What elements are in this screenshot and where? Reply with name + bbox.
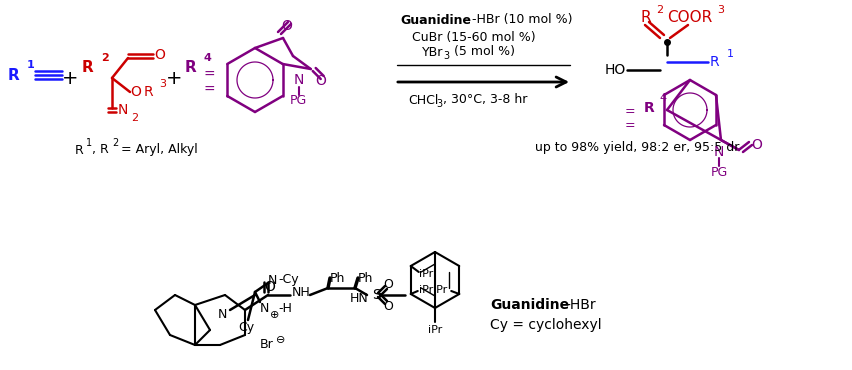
Text: NH: NH [292, 286, 311, 299]
Text: 3: 3 [717, 5, 724, 15]
Text: = Aryl, Alkyl: = Aryl, Alkyl [117, 144, 198, 157]
Text: (5 mol %): (5 mol %) [450, 46, 515, 58]
Text: R: R [644, 101, 654, 115]
Text: -H: -H [278, 302, 292, 314]
Text: -Cy: -Cy [278, 273, 298, 286]
Text: HN: HN [350, 292, 369, 305]
Text: -HBr: -HBr [565, 298, 596, 312]
Text: CuBr (15-60 mol %): CuBr (15-60 mol %) [412, 31, 536, 44]
Text: O: O [383, 278, 393, 290]
Text: O: O [281, 19, 292, 33]
Text: PG: PG [290, 94, 308, 107]
Text: O: O [130, 85, 141, 99]
Text: 2: 2 [101, 53, 109, 63]
Text: N: N [260, 302, 269, 314]
Text: 4: 4 [659, 93, 666, 103]
Text: 2: 2 [656, 5, 663, 15]
Text: R: R [640, 10, 651, 26]
Text: Ph: Ph [358, 272, 373, 285]
Text: N: N [294, 74, 304, 87]
Text: =: = [203, 83, 215, 97]
Text: YBr: YBr [422, 46, 443, 58]
Text: 1: 1 [27, 60, 35, 70]
Text: HO: HO [605, 63, 626, 77]
Text: O: O [751, 138, 762, 152]
Text: N: N [118, 103, 129, 117]
Text: =: = [625, 105, 636, 118]
Text: N: N [217, 309, 227, 322]
Text: ⊖: ⊖ [276, 335, 285, 345]
Text: O: O [383, 299, 393, 313]
Text: Ph: Ph [330, 272, 345, 285]
Text: , 30°C, 3-8 hr: , 30°C, 3-8 hr [443, 94, 527, 107]
Text: Guanidine: Guanidine [400, 13, 471, 27]
Text: O: O [154, 48, 165, 62]
Text: 2: 2 [112, 138, 118, 148]
Text: iPr: iPr [418, 285, 433, 295]
Text: 1: 1 [727, 49, 734, 59]
Text: 3: 3 [443, 51, 449, 61]
Text: =: = [625, 120, 636, 132]
Text: Br: Br [260, 339, 273, 352]
Text: =: = [203, 68, 215, 82]
Text: S: S [372, 288, 381, 302]
Text: PG: PG [711, 165, 728, 178]
Text: Guanidine: Guanidine [490, 298, 569, 312]
Text: N: N [268, 273, 278, 286]
Text: Cy: Cy [238, 322, 254, 334]
Text: R: R [82, 61, 94, 75]
Text: R: R [8, 67, 20, 83]
Text: Cy = cyclohexyl: Cy = cyclohexyl [490, 318, 602, 332]
Text: 3: 3 [436, 99, 442, 109]
Text: up to 98% yield, 98:2 er, 95:5 dr: up to 98% yield, 98:2 er, 95:5 dr [535, 141, 740, 155]
Text: ⊕: ⊕ [270, 310, 279, 320]
Text: -HBr (10 mol %): -HBr (10 mol %) [472, 13, 573, 27]
Text: 3: 3 [159, 79, 166, 89]
Text: R: R [710, 55, 720, 69]
Text: +: + [61, 68, 78, 87]
Text: +: + [166, 68, 182, 87]
Text: COOR: COOR [667, 10, 712, 26]
Text: , R: , R [92, 144, 109, 157]
Text: O: O [315, 74, 326, 88]
Text: iPr: iPr [418, 269, 433, 279]
Text: CHCl: CHCl [408, 94, 439, 107]
Text: iPr: iPr [433, 285, 447, 295]
Text: O: O [265, 280, 275, 294]
Text: 2: 2 [131, 113, 138, 123]
Text: N: N [714, 145, 724, 159]
Text: R: R [75, 144, 83, 157]
Text: R: R [144, 85, 153, 99]
Text: R: R [185, 61, 197, 75]
Text: 1: 1 [86, 138, 92, 148]
Text: iPr: iPr [428, 325, 442, 335]
Text: 4: 4 [203, 53, 211, 63]
